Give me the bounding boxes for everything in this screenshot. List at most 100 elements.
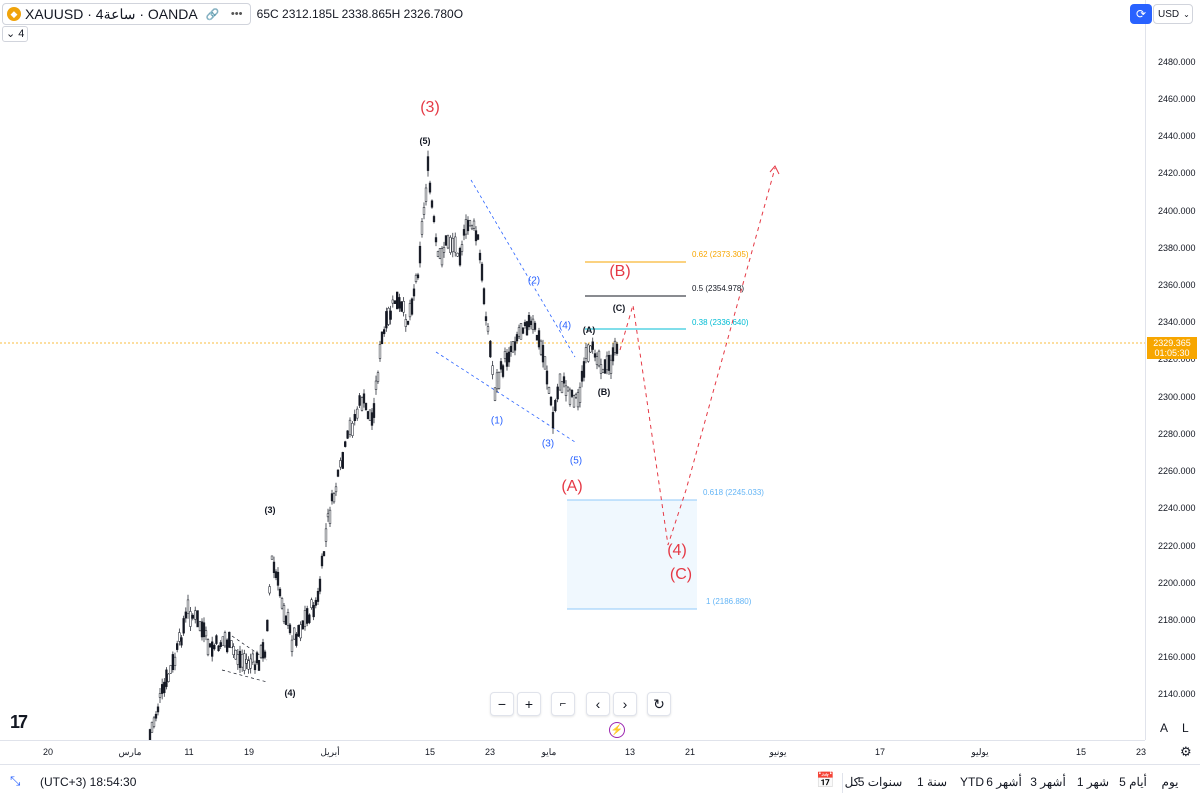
candle-body — [398, 297, 401, 309]
candle-body — [476, 234, 480, 240]
candle-body — [486, 326, 490, 332]
candle-body — [245, 659, 248, 664]
candle-body — [346, 430, 349, 439]
wave-3-blue-label: (3) — [541, 438, 555, 450]
candle-body — [519, 323, 523, 340]
candle-body — [533, 322, 537, 330]
scroll-left-button[interactable]: ‹ — [586, 692, 610, 716]
range-button[interactable]: 1 سنة — [916, 775, 948, 789]
candle-body — [276, 571, 280, 586]
sync-icon[interactable]: ⟳ — [1130, 4, 1152, 24]
price-tick-label: 2220.000 — [1158, 541, 1196, 551]
candle-body — [615, 343, 619, 354]
reset-scale-button[interactable]: ⌐ — [551, 692, 575, 716]
candle-body — [263, 651, 267, 658]
currency-selector[interactable]: USD ⌄ — [1153, 4, 1193, 24]
candle-body — [491, 365, 494, 375]
bottom-toolbar: ⤡ (UTC+3) 18:54:30 📅 يوم 5 أيام 1 شهر 3 أشه… — [0, 764, 1200, 801]
candle-body — [499, 361, 503, 370]
zoom-in-button[interactable]: + — [517, 692, 541, 716]
symbol-title[interactable]: XAUUSD · 4ساعة · OANDA — [25, 5, 198, 22]
price-tick-label: 2280.000 — [1158, 429, 1196, 439]
price-tick-label: 2160.000 — [1158, 652, 1196, 662]
candle-body — [308, 614, 311, 623]
candle-body — [152, 717, 156, 727]
price-tick-label: 2480.000 — [1158, 57, 1196, 67]
candle-body — [595, 356, 599, 366]
settings-gear-icon[interactable]: ⚙ — [1180, 744, 1192, 759]
candle-body — [322, 551, 326, 557]
time-tick-label: يونيو — [769, 747, 787, 757]
candle-body — [353, 413, 356, 422]
candle-body — [180, 637, 183, 646]
candle-body — [505, 352, 509, 367]
link-icon[interactable]: 🔗 — [205, 8, 220, 21]
range-button[interactable]: كل — [844, 775, 860, 789]
chart-svg[interactable] — [0, 0, 1145, 740]
candle-body — [238, 650, 242, 668]
candle-body — [549, 396, 553, 406]
range-button[interactable]: يوم — [1161, 775, 1179, 789]
triangle-upper-line — [231, 635, 268, 661]
price-tick-label: 2460.000 — [1158, 94, 1196, 104]
range-button[interactable]: 5 أيام — [1119, 775, 1147, 789]
candle-body — [301, 620, 304, 630]
indicator-value[interactable]: ⌄ 4 — [2, 26, 29, 42]
candle-body — [507, 351, 511, 363]
scroll-right-button[interactable]: › — [613, 692, 637, 716]
symbol-box[interactable]: ◆ XAUUSD · 4ساعة · OANDA 🔗 ••• — [2, 3, 251, 25]
wave-c-label: (C) — [612, 303, 626, 313]
range-button[interactable]: 1 شهر — [1076, 775, 1110, 789]
range-button[interactable]: YTD — [960, 775, 984, 789]
triangle-lower-line — [221, 669, 268, 683]
candle-body — [228, 631, 231, 648]
candle-body — [293, 627, 296, 640]
candle-body — [432, 216, 436, 223]
candle-body — [191, 614, 194, 619]
candle-body — [251, 653, 255, 663]
candle-body — [601, 368, 605, 373]
candle-body — [385, 311, 388, 329]
candle-body — [568, 389, 572, 405]
candle-body — [480, 263, 484, 281]
gold-coin-icon: ◆ — [7, 7, 21, 21]
wave-5-label: (5) — [419, 136, 431, 146]
range-button[interactable]: 6 أشهر — [986, 775, 1022, 789]
wave-2-blue-label: (2) — [527, 275, 541, 287]
candle-body — [202, 622, 206, 638]
candle-body — [611, 347, 615, 362]
time-tick-label: 11 — [184, 747, 194, 757]
zoom-out-button[interactable]: − — [490, 692, 514, 716]
fib-label-1: 1 (2186.880) — [706, 597, 752, 606]
price-axis[interactable] — [1145, 0, 1200, 740]
fib-label-038: 0.38 (2336.640) — [692, 318, 749, 327]
candle-body — [150, 721, 154, 733]
candle-body — [562, 376, 566, 384]
candle-body — [169, 665, 172, 674]
calendar-range-icon[interactable]: 📅 — [816, 772, 835, 789]
candle-body — [240, 654, 244, 668]
range-button[interactable]: 3 أشهر — [1030, 775, 1066, 789]
timezone-clock[interactable]: (UTC+3) 18:54:30 — [40, 775, 137, 789]
candle-body — [312, 605, 315, 618]
range-button[interactable]: 5 سنوات — [857, 775, 903, 789]
candle-body — [358, 395, 361, 406]
auto-scale-button[interactable]: A — [1160, 721, 1169, 735]
timezone-icon[interactable]: ⤡ — [10, 773, 21, 788]
projection-path — [619, 167, 776, 546]
reset-chart-button[interactable]: ↻ — [647, 692, 671, 716]
candle-body — [257, 660, 261, 671]
lightning-icon[interactable]: ⚡ — [609, 722, 625, 738]
candle-body — [330, 493, 334, 502]
candle-body — [414, 274, 418, 282]
time-tick-label: 15 — [1075, 747, 1087, 757]
chart-canvas[interactable]: ◆ XAUUSD · 4ساعة · OANDA 🔗 ••• 65C 2312.… — [0, 0, 1145, 740]
current-price-badge: 2329.365 01:05:30 — [1147, 337, 1197, 359]
log-scale-button[interactable]: L — [1182, 721, 1189, 735]
candle-body — [310, 599, 313, 608]
candle-body — [564, 385, 568, 397]
candle-body — [470, 225, 474, 230]
time-axis[interactable]: 20 مارس 11 19 أبريل 15 23 مايو 13 21 يونيو 17 يوليو 1… — [0, 740, 1146, 765]
price-tick-label: 2340.000 — [1158, 317, 1196, 327]
more-icon[interactable]: ••• — [230, 8, 243, 20]
